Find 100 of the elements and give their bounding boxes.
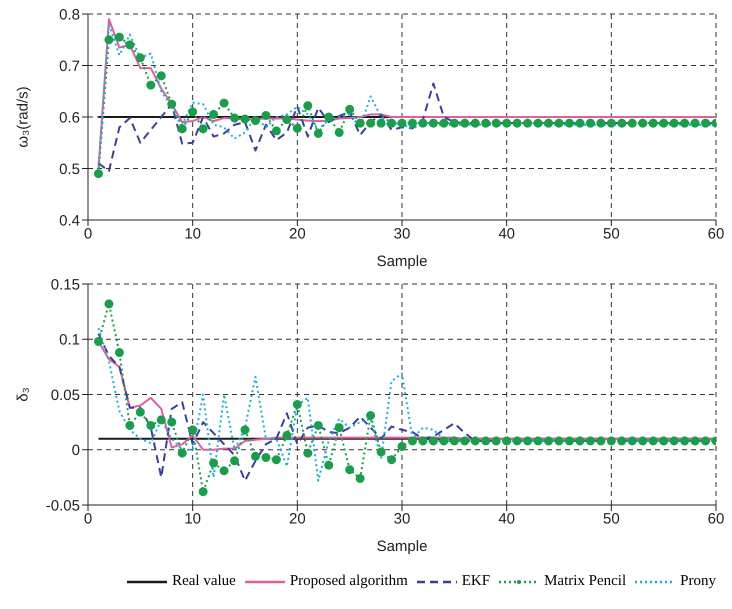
point — [230, 114, 240, 123]
point — [512, 436, 522, 446]
point — [659, 118, 668, 128]
point — [586, 436, 595, 446]
point — [136, 408, 145, 417]
point — [292, 124, 302, 133]
point — [418, 436, 428, 446]
point — [261, 452, 270, 462]
point — [198, 124, 208, 134]
point — [470, 118, 480, 128]
point — [94, 336, 103, 346]
point — [534, 118, 543, 128]
point — [564, 118, 574, 128]
legend-label: Matrix Pencil — [544, 573, 626, 590]
point — [460, 118, 470, 128]
point — [638, 118, 648, 128]
y-tick-label: -0.05 — [46, 497, 80, 514]
y-axis-title: ω₃(rad/s) — [14, 86, 32, 148]
legend-label: Prony — [680, 573, 716, 590]
point — [356, 118, 365, 128]
point — [146, 420, 156, 430]
point — [690, 436, 700, 446]
y-axis-title: δ₃ — [14, 387, 32, 402]
point — [387, 118, 396, 128]
point — [314, 128, 323, 138]
point — [523, 436, 532, 446]
point — [418, 118, 428, 128]
point — [701, 436, 710, 446]
legend-label: Proposed algorithm — [290, 573, 408, 590]
point — [439, 118, 448, 128]
point — [502, 118, 512, 128]
x-tick-label: 60 — [708, 510, 724, 528]
x-tick-label: 10 — [184, 226, 202, 243]
x-tick-label: 30 — [394, 510, 410, 528]
x-tick-label: 60 — [708, 226, 724, 243]
y-tick-label: 0.7 — [59, 58, 80, 75]
legend-label: EKF — [462, 573, 490, 590]
x-tick-label: 50 — [602, 226, 620, 243]
x-axis-title: Sample — [376, 253, 428, 270]
point — [544, 436, 554, 446]
point — [136, 53, 145, 62]
point — [209, 110, 218, 119]
point — [303, 101, 312, 110]
point — [167, 418, 176, 427]
point — [659, 436, 668, 446]
point — [334, 423, 344, 432]
point — [512, 118, 522, 128]
legend-label: Real value — [172, 573, 236, 590]
point — [606, 436, 616, 446]
point — [125, 40, 134, 50]
point — [554, 118, 564, 128]
point — [104, 299, 114, 308]
point — [146, 80, 156, 90]
point — [606, 118, 616, 128]
point — [125, 420, 134, 430]
point — [502, 436, 512, 446]
point — [240, 114, 250, 124]
point — [345, 465, 354, 474]
point — [292, 400, 302, 409]
point — [680, 436, 690, 446]
point — [376, 118, 386, 128]
point — [345, 104, 354, 114]
point — [628, 436, 637, 446]
x-tick-label: 0 — [84, 226, 92, 243]
point — [272, 126, 281, 136]
point — [680, 118, 690, 128]
x-tick-label: 30 — [394, 226, 410, 243]
y-tick-label: 0.8 — [59, 6, 80, 24]
x-tick-label: 10 — [184, 510, 202, 528]
y-tick-label: 0.5 — [59, 160, 80, 178]
y-tick-label: 0.15 — [50, 276, 80, 294]
point — [648, 436, 658, 446]
point — [481, 436, 490, 446]
x-tick-label: 20 — [288, 510, 306, 528]
point — [450, 118, 459, 128]
point — [670, 436, 679, 446]
point — [303, 448, 312, 458]
point — [387, 455, 396, 464]
point — [670, 118, 679, 128]
point — [617, 118, 626, 128]
x-tick-label: 50 — [602, 510, 620, 528]
point — [408, 436, 417, 446]
point — [104, 35, 114, 44]
point — [324, 460, 334, 470]
point — [198, 487, 208, 496]
x-tick-label: 40 — [498, 510, 516, 528]
x-axis-title: Sample — [376, 538, 428, 555]
point — [428, 436, 438, 446]
point — [617, 436, 626, 446]
point — [156, 71, 166, 80]
point — [282, 115, 292, 124]
point — [428, 118, 438, 128]
point — [114, 32, 124, 42]
point — [439, 436, 448, 446]
point — [209, 458, 218, 468]
point — [94, 169, 103, 178]
y-tick-label: 0.4 — [59, 212, 80, 230]
point — [178, 124, 187, 134]
point — [188, 425, 198, 434]
y-tick-label: 0.6 — [59, 109, 80, 126]
